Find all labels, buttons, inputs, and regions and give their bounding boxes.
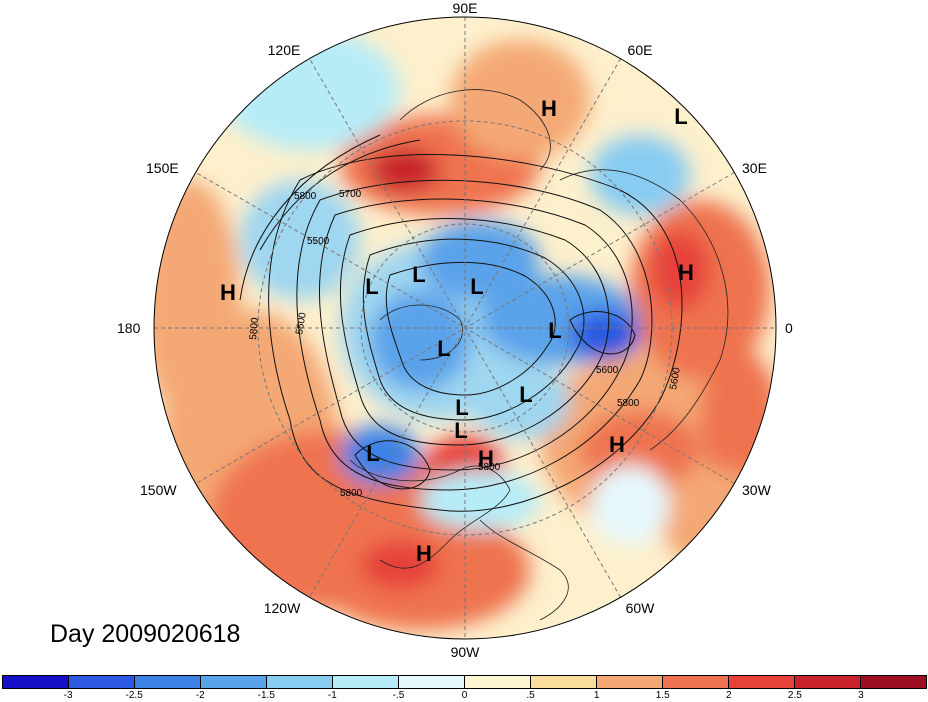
low-label: L bbox=[454, 418, 467, 443]
high-label: H bbox=[541, 96, 557, 121]
colorbar bbox=[2, 675, 927, 689]
colorbar-tick-label: 3 bbox=[858, 690, 864, 701]
contour-label: 5800 bbox=[248, 317, 261, 341]
colorbar-swatch bbox=[861, 676, 926, 688]
lon-label-0: 0 bbox=[785, 320, 793, 336]
lon-label-60w: 60W bbox=[625, 600, 655, 616]
colorbar-swatch bbox=[3, 676, 69, 688]
low-label: L bbox=[455, 395, 468, 420]
colorbar-swatch bbox=[465, 676, 531, 688]
colorbar-ticks: -3 -2.5 -2 -1.5 -1 -.5 0 .5 1 1.5 2 2.5 3 bbox=[2, 690, 927, 702]
graticule bbox=[154, 17, 776, 639]
low-label: L bbox=[674, 104, 687, 129]
colorbar-swatch bbox=[663, 676, 729, 688]
lon-label-150w: 150W bbox=[140, 482, 177, 498]
colorbar-tick-label: .5 bbox=[526, 690, 535, 701]
contour-label: 5600 bbox=[294, 311, 309, 335]
coastlines bbox=[349, 89, 729, 621]
lon-label-90e: 90E bbox=[452, 0, 478, 16]
high-label: H bbox=[416, 541, 432, 566]
lon-label-120w: 120W bbox=[263, 600, 301, 616]
colorbar-swatch bbox=[597, 676, 663, 688]
colorbar-swatch bbox=[729, 676, 795, 688]
low-label: L bbox=[412, 262, 425, 287]
polar-map: H H H H H H L L L L L L L L L L 5800 570… bbox=[153, 16, 777, 640]
colorbar-swatch bbox=[333, 676, 399, 688]
low-label: L bbox=[519, 382, 532, 407]
lon-label-150e: 150E bbox=[146, 160, 179, 176]
low-label: L bbox=[365, 274, 378, 299]
contour-label: 5800 bbox=[294, 191, 317, 202]
colorbar-swatch bbox=[69, 676, 135, 688]
colorbar-swatch bbox=[531, 676, 597, 688]
lon-label-180: 180 bbox=[117, 320, 141, 336]
high-label: H bbox=[609, 432, 625, 457]
colorbar-tick-label: 2.5 bbox=[787, 690, 802, 701]
lon-label-30w: 30W bbox=[742, 482, 771, 498]
colorbar-swatch bbox=[135, 676, 201, 688]
contour-lines bbox=[239, 134, 683, 512]
contour-label: 5800 bbox=[478, 462, 501, 473]
contour-label: 5800 bbox=[617, 398, 640, 409]
contour-label: 5600 bbox=[668, 366, 683, 390]
colorbar-tick-label: -2.5 bbox=[125, 690, 143, 701]
colorbar-swatch bbox=[399, 676, 465, 688]
contour-label: 5700 bbox=[339, 189, 362, 200]
colorbar-tick-label: -1 bbox=[327, 690, 337, 701]
lon-label-30e: 30E bbox=[742, 160, 767, 176]
low-label: L bbox=[548, 318, 561, 343]
colorbar-tick-label: 0 bbox=[461, 690, 468, 701]
colorbar-tick-label: -1.5 bbox=[257, 690, 275, 701]
colorbar-swatch bbox=[267, 676, 333, 688]
high-label: H bbox=[478, 446, 494, 471]
date-caption: Day 2009020618 bbox=[50, 620, 241, 648]
lon-label-60e: 60E bbox=[627, 42, 653, 58]
contour-label: 5500 bbox=[307, 236, 330, 247]
high-label: H bbox=[678, 260, 694, 285]
colorbar-tick-label: -2 bbox=[195, 690, 205, 701]
colorbar-tick-label: 1.5 bbox=[655, 690, 670, 701]
low-label: L bbox=[366, 441, 379, 466]
low-label: L bbox=[470, 274, 483, 299]
contour-label: 5800 bbox=[340, 488, 363, 499]
colorbar-swatch bbox=[201, 676, 267, 688]
lon-label-120e: 120E bbox=[267, 42, 301, 58]
map-boundary bbox=[153, 16, 777, 640]
high-label: H bbox=[220, 280, 236, 305]
colorbar-swatch bbox=[795, 676, 861, 688]
lon-label-90w: 90W bbox=[450, 644, 480, 660]
colorbar-tick-label: 2 bbox=[726, 690, 732, 701]
low-label: L bbox=[437, 336, 450, 361]
colorbar-tick-label: 1 bbox=[593, 690, 600, 701]
colorbar-tick-label: -.5 bbox=[392, 690, 405, 701]
contour-label: 5600 bbox=[596, 365, 619, 376]
colorbar-tick-label: -3 bbox=[63, 690, 73, 701]
